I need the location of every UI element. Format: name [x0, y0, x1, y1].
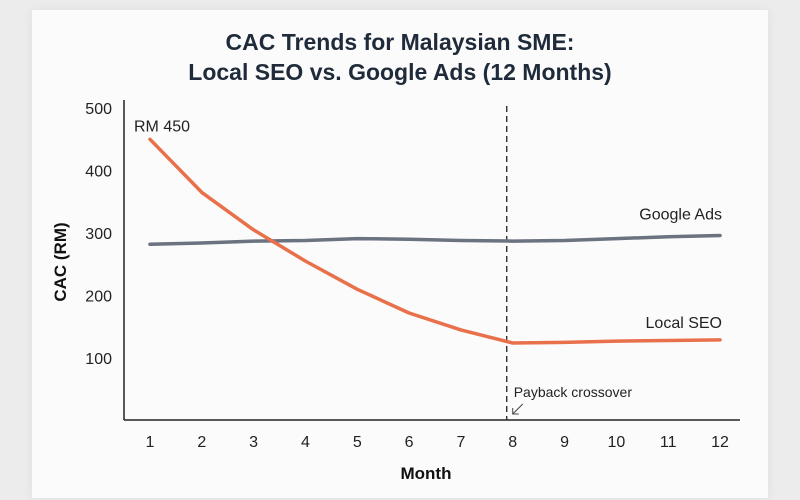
series-line-google-ads: [148, 233, 722, 247]
chart-title-line-1: CAC Trends for Malaysian SME:: [226, 29, 575, 55]
y-tick-label: 400: [85, 164, 112, 181]
chart-title-line-2: Local SEO vs. Google Ads (12 Months): [188, 59, 611, 85]
y-tick-labels: 100 200 300 400 500: [85, 101, 112, 368]
x-tick-label: 2: [197, 434, 206, 451]
y-tick-label: 100: [85, 351, 112, 368]
x-tick-label: 5: [353, 434, 362, 451]
annotation-arrow: [512, 403, 524, 415]
payback-crossover-label: Payback crossover: [514, 384, 633, 400]
x-tick-label: 9: [560, 434, 569, 451]
chart-card: [32, 10, 768, 498]
x-tick-label: 3: [249, 434, 258, 451]
x-tick-label: 7: [456, 434, 465, 451]
series-label-local-seo: Local SEO: [646, 315, 722, 332]
y-axis-title: CAC (RM): [51, 222, 70, 301]
y-tick-label: 500: [85, 101, 112, 118]
series-label-google-ads: Google Ads: [639, 207, 722, 224]
y-tick-label: 200: [85, 289, 112, 306]
annotation-arrowhead: [512, 408, 519, 415]
x-tick-label: 12: [711, 434, 729, 451]
x-tick-labels: 1 2 3 4 5 6 7 8 9 10 11 12: [146, 434, 729, 451]
x-tick-label: 10: [607, 434, 625, 451]
x-tick-label: 11: [660, 434, 677, 451]
x-tick-label: 6: [405, 434, 414, 451]
x-tick-label: 1: [146, 434, 155, 451]
x-tick-label: 8: [508, 434, 517, 451]
x-tick-label: 4: [301, 434, 310, 451]
start-value-label: RM 450: [134, 118, 190, 135]
series-lines: [148, 137, 722, 345]
x-axis-title: Month: [401, 464, 452, 483]
series-line-local-seo: [148, 137, 722, 345]
y-tick-label: 300: [85, 226, 112, 243]
